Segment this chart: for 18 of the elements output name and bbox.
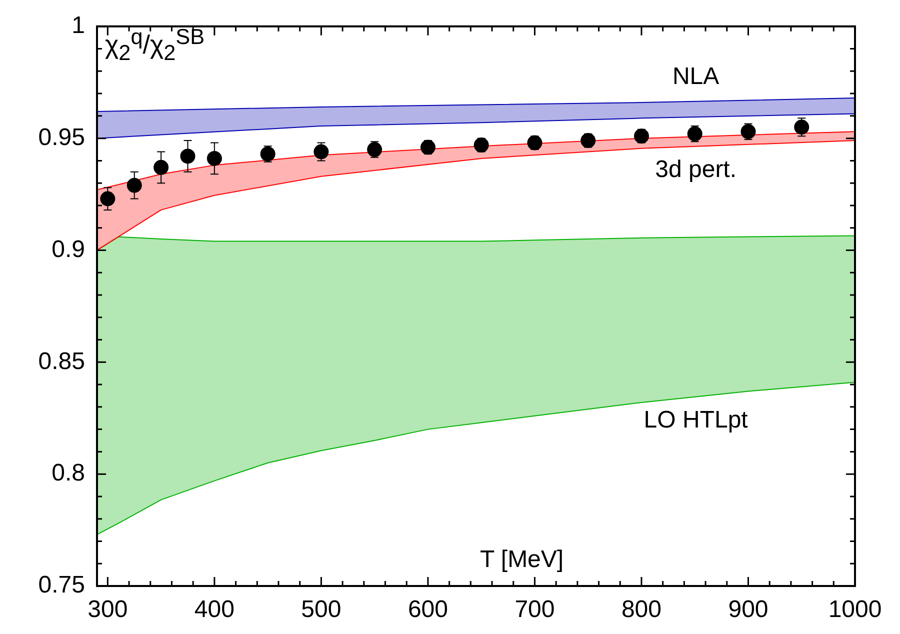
x-tick-label: 1000 [828, 596, 882, 624]
y-tick-label: 0.75 [38, 572, 85, 599]
y-tick-label: 0.85 [38, 348, 85, 375]
x-axis-title: T [MeV] [480, 546, 564, 573]
series-label: LO HTLpt [644, 406, 748, 434]
x-tick-label: 900 [728, 596, 768, 624]
x-tick-label: 700 [514, 596, 555, 624]
x-tick-label: 400 [194, 596, 234, 624]
y-tick-label: 0.8 [52, 460, 85, 487]
y-tick-label: 0.9 [52, 236, 85, 263]
x-tick-label: 800 [621, 596, 662, 624]
series-label: NLA [672, 62, 720, 90]
y-tick-label: 0.95 [38, 124, 85, 151]
x-tick-label: 500 [301, 596, 342, 624]
x-tick-label: 300 [88, 596, 128, 624]
x-tick-label: 600 [408, 596, 448, 624]
series-label: 3d pert. [655, 156, 737, 184]
y-tick-label: 1 [72, 12, 85, 40]
